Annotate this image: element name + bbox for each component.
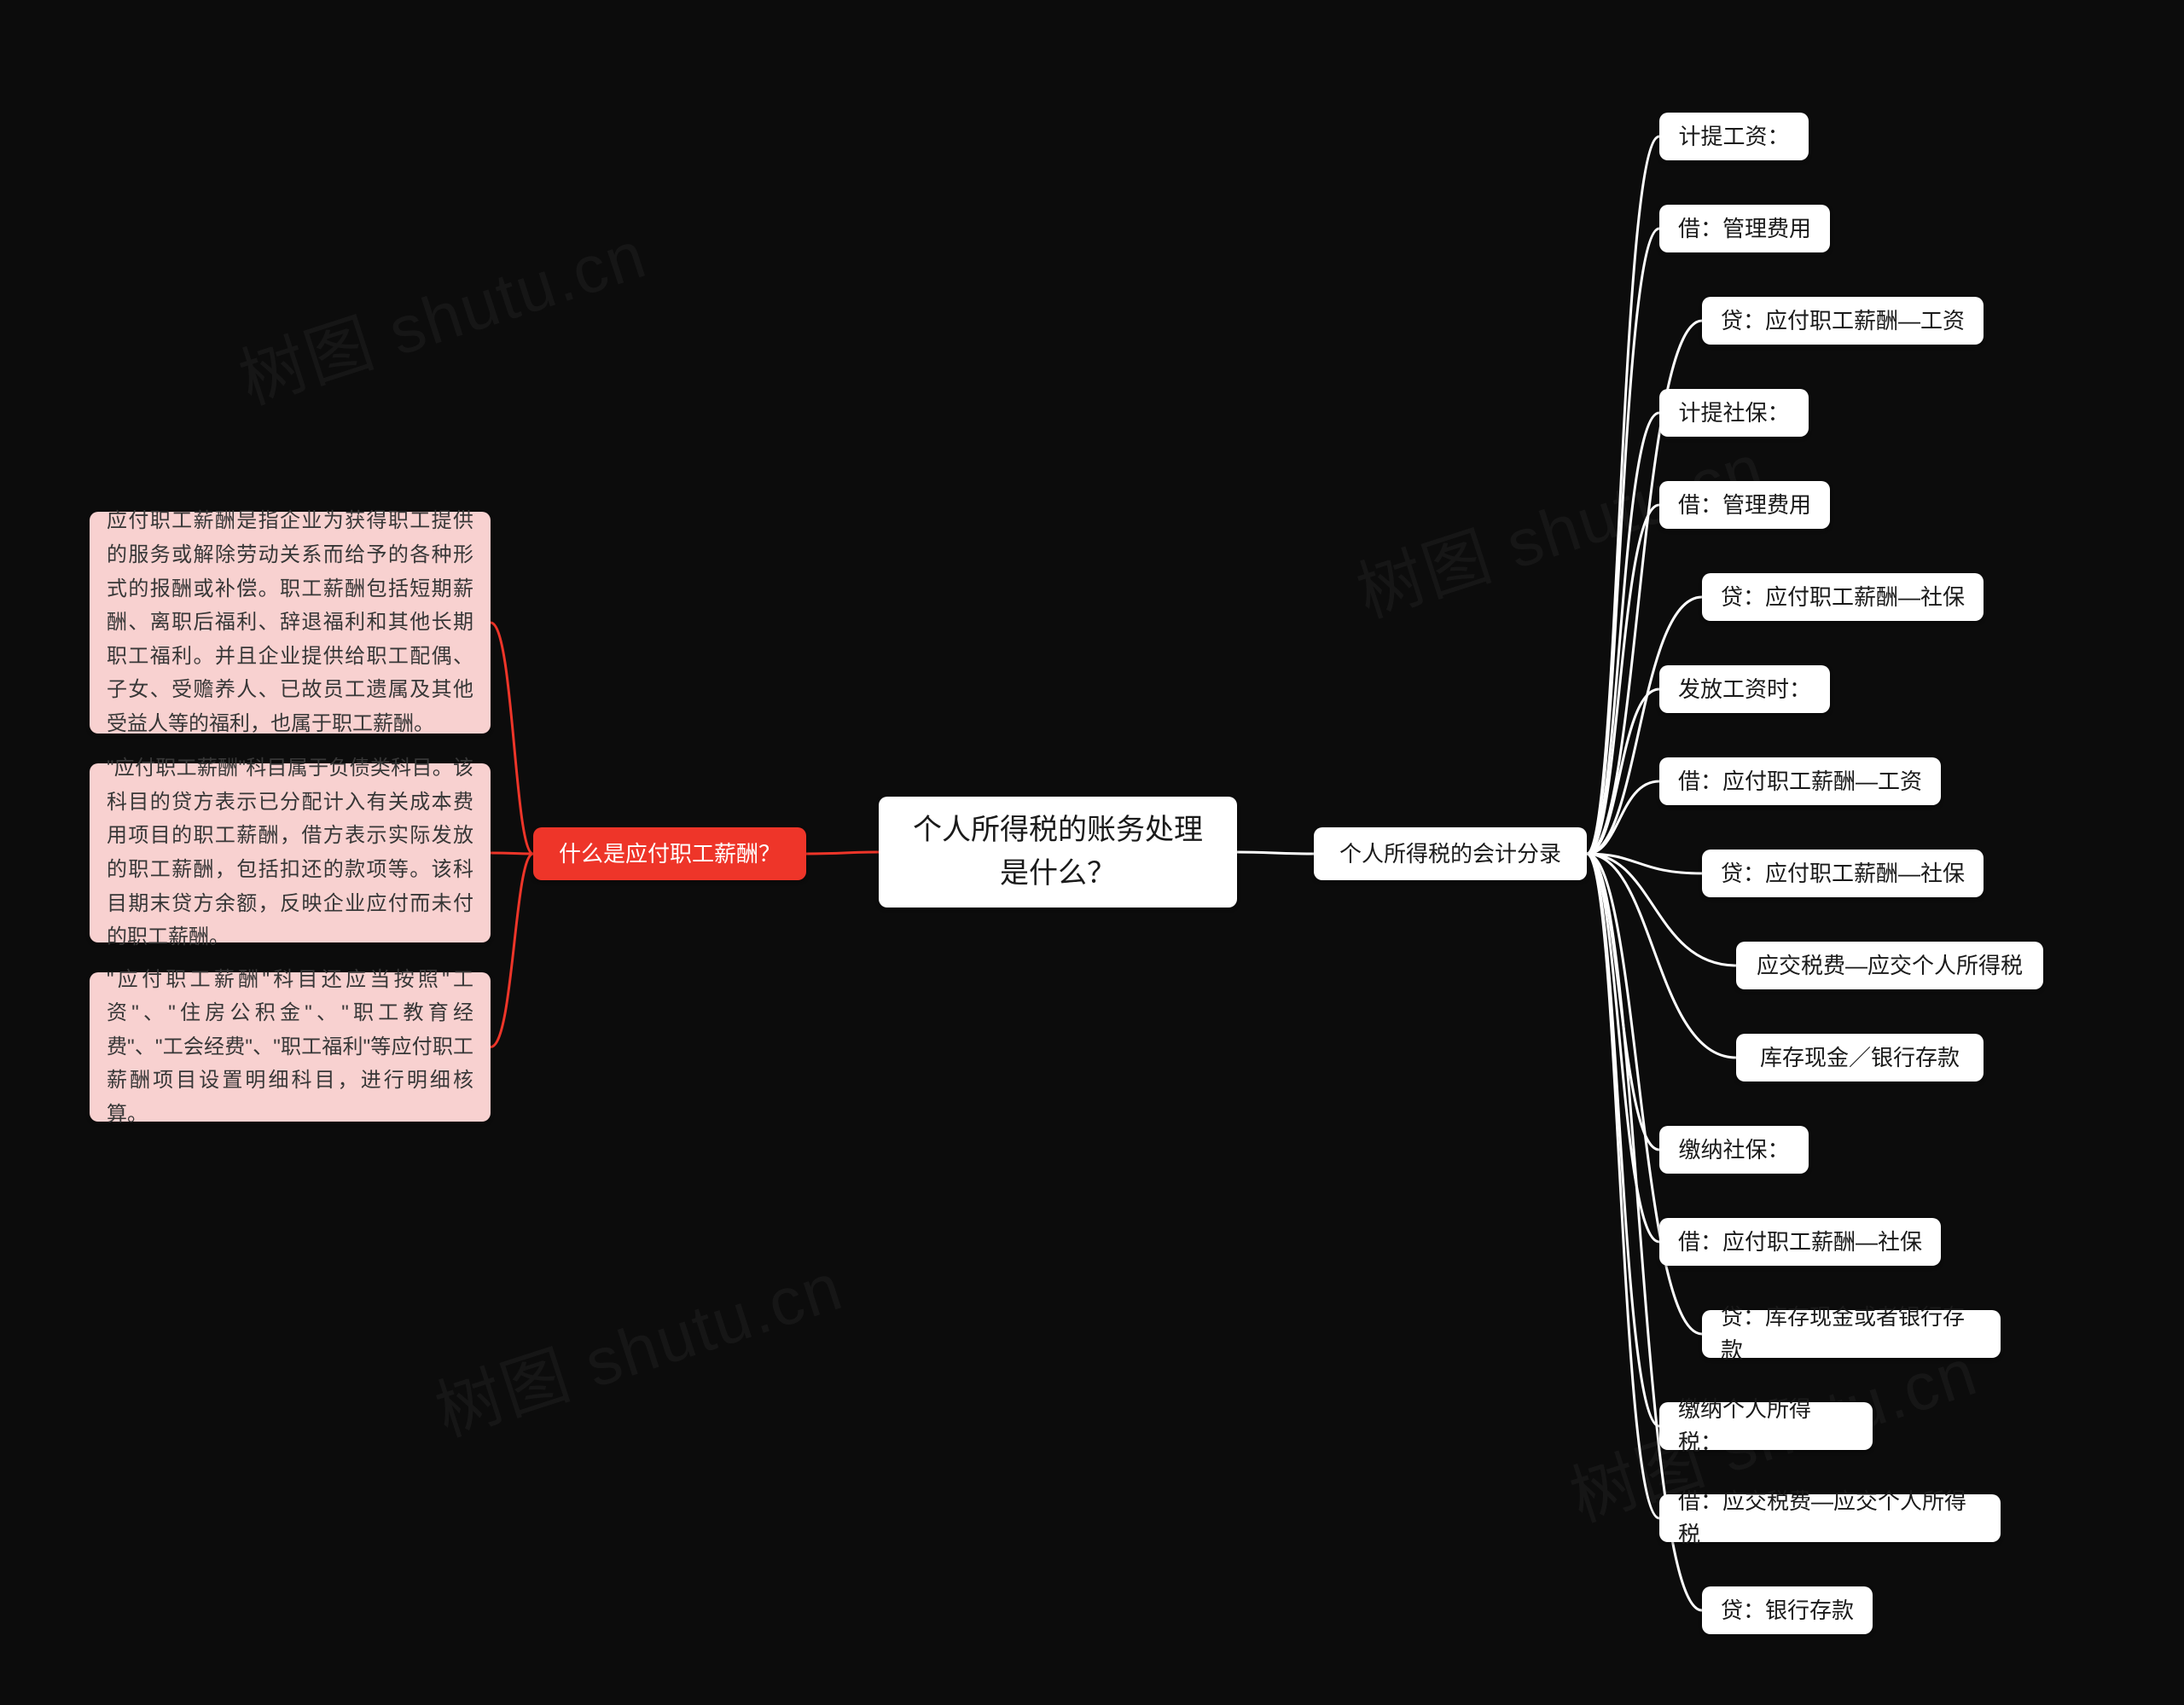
branch-left-label: 什么是应付职工薪酬？ [559,838,781,871]
left-detail-2-text: "应付职工薪酬"科目属于负债类科目。该科目的贷方表示已分配计入有关成本费用项目的… [107,751,473,954]
watermark: 树图 shutu.cn [422,1233,853,1454]
root-label: 个人所得税的账务处理是什么？ [904,809,1211,896]
leaf-r17-text: 贷：银行存款 [1721,1594,1854,1627]
leaf-r14[interactable]: 贷：库存现金或者银行存款 [1702,1310,2001,1358]
left-detail-1[interactable]: 应付职工薪酬是指企业为获得职工提供的服务或解除劳动关系而给予的各种形式的报酬或补… [90,512,491,734]
leaf-r1[interactable]: 计提工资： [1659,113,1809,160]
leaf-r11-text: 库存现金／银行存款 [1760,1041,1960,1075]
mindmap-canvas: 树图 shutu.cn 树图 shutu.cn 树图 shutu.cn 树图 s… [0,0,2184,1705]
leaf-r7[interactable]: 发放工资时： [1659,665,1830,713]
leaf-r15[interactable]: 缴纳个人所得税： [1659,1402,1873,1450]
leaf-r16-text: 借：应交税费—应交个人所得税 [1678,1485,1982,1551]
leaf-r1-text: 计提工资： [1678,120,1789,154]
leaf-r9[interactable]: 贷：应付职工薪酬—社保 [1702,850,1984,897]
root-node[interactable]: 个人所得税的账务处理是什么？ [879,797,1237,908]
leaf-r15-text: 缴纳个人所得税： [1678,1393,1854,1459]
leaf-r13-text: 借：应付职工薪酬—社保 [1678,1226,1922,1259]
leaf-r17[interactable]: 贷：银行存款 [1702,1586,1873,1634]
leaf-r5[interactable]: 借：管理费用 [1659,481,1830,529]
branch-right-label: 个人所得税的会计分录 [1339,838,1561,871]
leaf-r10[interactable]: 应交税费—应交个人所得税 [1736,942,2043,989]
left-detail-2[interactable]: "应付职工薪酬"科目属于负债类科目。该科目的贷方表示已分配计入有关成本费用项目的… [90,763,491,942]
leaf-r2[interactable]: 借：管理费用 [1659,205,1830,252]
leaf-r2-text: 借：管理费用 [1678,212,1811,246]
leaf-r11[interactable]: 库存现金／银行存款 [1736,1034,1984,1082]
branch-right[interactable]: 个人所得税的会计分录 [1314,827,1587,880]
leaf-r6-text: 贷：应付职工薪酬—社保 [1721,581,1965,614]
leaf-r13[interactable]: 借：应付职工薪酬—社保 [1659,1218,1941,1266]
leaf-r3[interactable]: 贷：应付职工薪酬—工资 [1702,297,1984,345]
branch-left[interactable]: 什么是应付职工薪酬？ [533,827,806,880]
leaf-r8-text: 借：应付职工薪酬—工资 [1678,765,1922,798]
leaf-r12[interactable]: 缴纳社保： [1659,1126,1809,1174]
leaf-r14-text: 贷：库存现金或者银行存款 [1721,1301,1982,1367]
left-detail-1-text: 应付职工薪酬是指企业为获得职工提供的服务或解除劳动关系而给予的各种形式的报酬或补… [107,504,473,740]
leaf-r12-text: 缴纳社保： [1678,1134,1789,1167]
leaf-r6[interactable]: 贷：应付职工薪酬—社保 [1702,573,1984,621]
leaf-r5-text: 借：管理费用 [1678,489,1811,522]
leaf-r8[interactable]: 借：应付职工薪酬—工资 [1659,757,1941,805]
watermark: 树图 shutu.cn [226,201,657,422]
leaf-r7-text: 发放工资时： [1678,673,1811,706]
leaf-r16[interactable]: 借：应交税费—应交个人所得税 [1659,1494,2001,1542]
leaf-r4-text: 计提社保： [1678,397,1789,430]
left-detail-3[interactable]: "应付职工薪酬"科目还应当按照"工资"、"住房公积金"、"职工教育经费"、"工会… [90,972,491,1122]
leaf-r3-text: 贷：应付职工薪酬—工资 [1721,304,1965,338]
leaf-r10-text: 应交税费—应交个人所得税 [1757,949,2023,983]
leaf-r9-text: 贷：应付职工薪酬—社保 [1721,857,1965,890]
leaf-r4[interactable]: 计提社保： [1659,389,1809,437]
left-detail-3-text: "应付职工薪酬"科目还应当按照"工资"、"住房公积金"、"职工教育经费"、"工会… [107,963,473,1132]
